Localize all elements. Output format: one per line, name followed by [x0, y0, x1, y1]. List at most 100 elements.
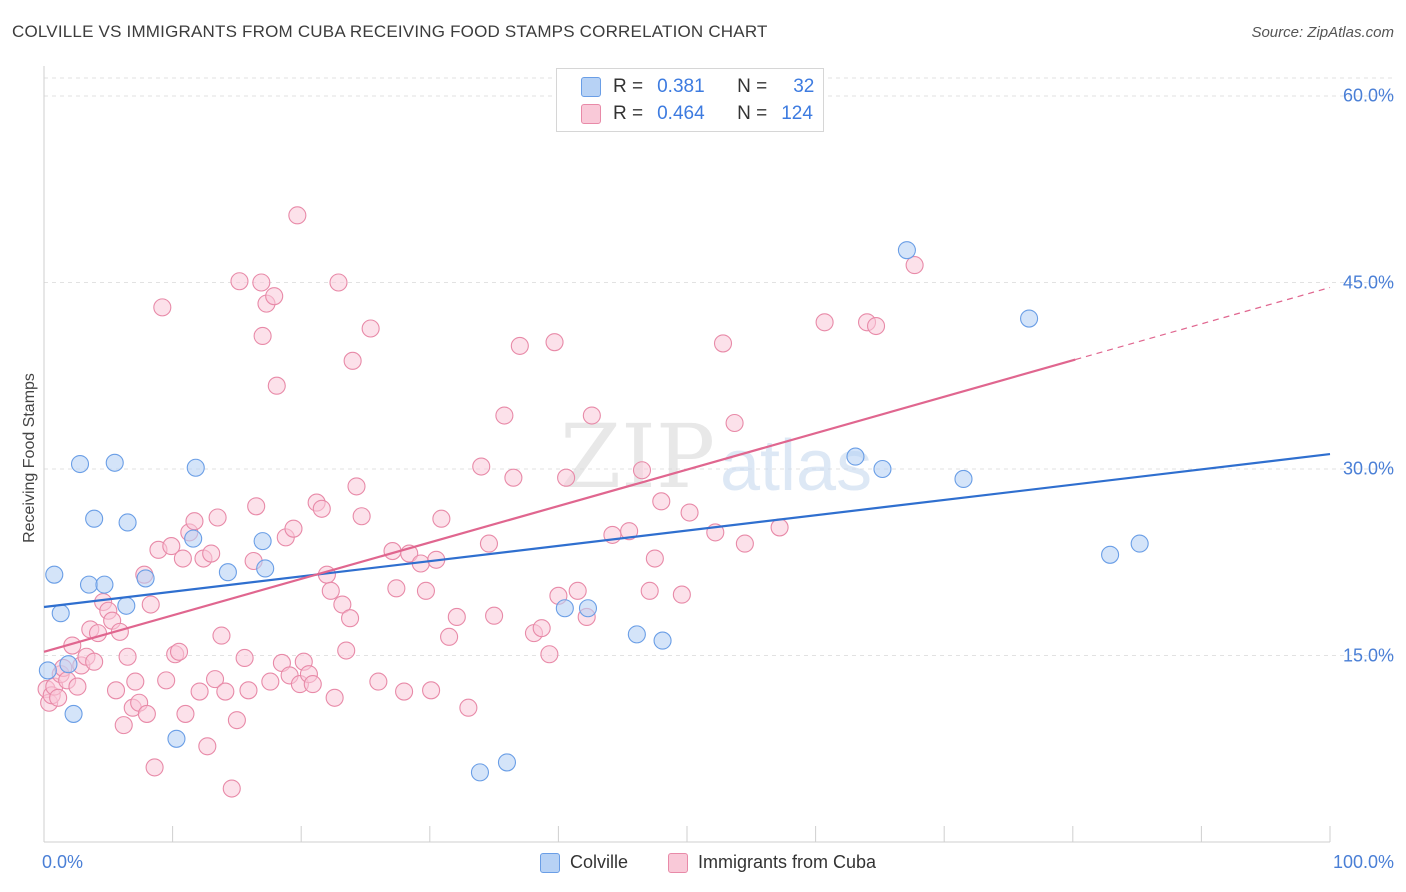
cuba-point: [227, 711, 246, 730]
cuba-point: [169, 642, 189, 661]
colville-point: [45, 565, 64, 584]
colville-point: [186, 458, 205, 477]
cuba-point: [212, 626, 231, 645]
cuba-point: [106, 681, 126, 700]
cuba-point: [157, 671, 176, 690]
colville-point: [117, 596, 136, 615]
cuba-point: [247, 497, 266, 516]
cuba-point: [369, 672, 388, 691]
colville-point: [627, 625, 646, 644]
cuba-point: [459, 698, 478, 717]
cuba-point: [432, 509, 451, 528]
cuba-point: [495, 406, 514, 425]
correlation-legend: R = 0.381 N = 32 R = 0.464 N = 124: [556, 68, 824, 132]
cuba-point: [202, 544, 221, 563]
cuba-point: [510, 336, 529, 355]
cuba-point: [866, 316, 886, 336]
cuba-trend-extension: [1075, 286, 1331, 361]
cuba-point: [680, 503, 699, 522]
cuba-point: [645, 549, 664, 568]
colville-point: [79, 575, 99, 594]
cuba-point: [352, 507, 371, 526]
y-tick-label: 60.0%: [1342, 85, 1394, 106]
cuba-point: [422, 681, 441, 700]
cuba-point: [713, 334, 733, 353]
colville-point: [873, 459, 892, 479]
y-tick-label: 45.0%: [1342, 272, 1394, 292]
cuba-point: [68, 677, 87, 696]
cuba-point: [540, 645, 559, 664]
cuba-point: [153, 298, 172, 317]
cuba-point: [325, 688, 344, 707]
cuba-point: [329, 273, 348, 292]
cuba-point: [176, 704, 195, 723]
cuba-point: [222, 779, 241, 798]
cuba-point: [905, 256, 924, 275]
cuba-point: [545, 333, 564, 352]
colville-point: [95, 575, 114, 594]
legend-n-label: N =: [737, 76, 768, 97]
axes: [43, 66, 1331, 843]
legend-n-label: N =: [737, 103, 768, 124]
colville-point: [1101, 545, 1120, 564]
cuba-point: [141, 595, 160, 614]
cuba-point: [85, 652, 104, 671]
colville-point: [497, 753, 517, 772]
cuba-trend-line: [43, 358, 1076, 653]
watermark-zip: ZIP: [560, 405, 715, 508]
cuba-point: [190, 682, 209, 701]
cuba-point: [341, 609, 360, 628]
colville-point: [51, 604, 70, 623]
cuba-point: [312, 499, 331, 518]
cuba-point: [440, 627, 459, 646]
cuba-point: [162, 537, 181, 556]
cuba-point: [198, 737, 217, 756]
cuba-point: [395, 682, 414, 701]
colville-point: [85, 509, 104, 528]
colville-point: [653, 631, 672, 650]
cuba-point: [652, 492, 671, 511]
colville-point: [578, 599, 598, 618]
colville-point: [64, 704, 83, 723]
colville-point: [167, 729, 186, 748]
cuba-point: [173, 549, 192, 568]
cuba-point: [261, 672, 280, 691]
bottom-legend-label-colville: Colville: [570, 852, 629, 872]
cuba-point: [145, 758, 164, 777]
legend-n-value-cuba: 124: [781, 103, 813, 124]
cuba-point: [582, 406, 601, 425]
colville-point: [105, 453, 124, 472]
colville-point: [184, 529, 203, 548]
legend-swatch-colville: [581, 77, 601, 97]
cuba-point: [815, 313, 834, 332]
legend-r-label: R =: [613, 76, 644, 97]
cuba-point: [387, 579, 406, 598]
cuba-point: [620, 522, 639, 541]
colville-point: [253, 532, 272, 551]
colville-point: [218, 563, 237, 582]
legend-r-label: R =: [613, 103, 644, 124]
colville-point: [59, 655, 78, 674]
legend-row-colville: R = 0.381 N = 32: [581, 75, 814, 99]
cuba-point: [568, 581, 587, 600]
cuba-point: [672, 585, 691, 604]
colville-point: [897, 241, 916, 260]
cuba-point: [239, 681, 258, 700]
colville-trend-line: [43, 452, 1331, 609]
legend-r-value-colville: 0.381: [657, 76, 705, 97]
source-label: Source: ZipAtlas.com: [1251, 24, 1394, 41]
y-tick-label: 15.0%: [1342, 645, 1394, 665]
cuba-point: [472, 457, 491, 476]
legend-r-value-cuba: 0.464: [657, 103, 705, 124]
cuba-point: [284, 519, 303, 538]
bottom-legend-cuba: Immigrants from Cuba: [668, 852, 876, 873]
cuba-point: [252, 273, 271, 292]
bottom-legend-colville: Colville: [540, 852, 628, 873]
colville-point: [954, 469, 973, 488]
colville-point: [70, 454, 90, 474]
cuba-point: [640, 581, 659, 600]
legend-swatch-cuba: [581, 104, 601, 124]
cuba-point: [725, 413, 744, 433]
cuba-point: [504, 468, 523, 487]
